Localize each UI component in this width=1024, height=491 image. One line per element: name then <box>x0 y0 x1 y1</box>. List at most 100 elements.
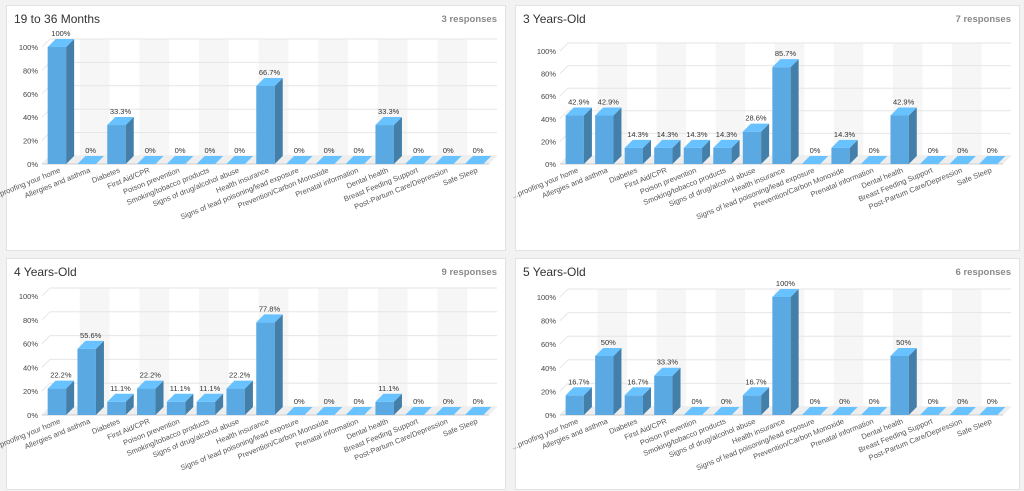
data-label: 100% <box>776 279 796 288</box>
bar <box>713 139 740 164</box>
bar <box>256 314 283 415</box>
column-band <box>833 289 864 407</box>
data-label: 42.9% <box>893 98 915 107</box>
panel-title: 4 Years-Old <box>14 265 77 279</box>
y-tick-label: 0% <box>545 160 556 169</box>
bar <box>860 156 888 165</box>
bar <box>256 77 283 164</box>
bar-front <box>772 297 791 415</box>
chart-panel-3-years-old: 3 Years-Old 7 responses 0% 20% 40% 60% 80% 10… <box>510 5 1020 251</box>
bar <box>137 156 164 165</box>
data-label: 77.8% <box>259 304 281 313</box>
bar-top <box>256 77 283 86</box>
chart-panel-4-years-old: 4 Years-Old 9 responses 0% 20% 40% 60% 80% 10… <box>0 258 506 490</box>
bar <box>345 156 373 165</box>
bar <box>979 156 1006 165</box>
bar <box>890 107 917 164</box>
gridline <box>559 87 569 97</box>
bar-top <box>624 139 651 148</box>
response-count: 6 responses <box>955 267 1011 278</box>
gridline <box>41 38 51 48</box>
bar <box>375 393 402 415</box>
bar-side <box>790 289 799 415</box>
bar-front <box>742 395 762 415</box>
column-band <box>139 39 170 156</box>
bar-top <box>979 156 1006 164</box>
bar-top <box>713 139 740 148</box>
data-label: 0% <box>473 146 484 155</box>
data-label: 0% <box>869 397 880 406</box>
bar-side <box>672 367 681 415</box>
bar-top <box>107 393 134 402</box>
y-tick-label: 100% <box>537 47 557 56</box>
bar-top <box>47 380 75 389</box>
bar-side <box>393 393 402 415</box>
column-band <box>715 289 746 407</box>
bar <box>772 59 799 165</box>
bar-top <box>683 139 711 148</box>
bar-side <box>908 348 917 415</box>
column-band <box>318 39 348 156</box>
gridline <box>559 42 569 52</box>
data-label: 0% <box>234 146 245 155</box>
data-label: 14.3% <box>834 130 856 139</box>
data-label: 14.3% <box>627 130 649 139</box>
data-label: 85.7% <box>775 49 797 58</box>
data-label: 14.3% <box>686 130 708 139</box>
y-tick-label: 80% <box>541 317 556 326</box>
bar <box>166 156 194 165</box>
bar-front <box>624 395 643 415</box>
data-label: 33.3% <box>657 358 679 367</box>
bar-front <box>47 388 67 415</box>
data-label: 0% <box>85 146 96 155</box>
bar-side <box>95 340 104 415</box>
bar-top <box>920 156 947 164</box>
data-label: 42.9% <box>568 98 590 107</box>
bar-side <box>185 393 194 415</box>
y-tick-label: 100% <box>19 292 39 301</box>
panel-title: 19 to 36 Months <box>14 12 101 26</box>
panel-title: 5 Years-Old <box>523 265 586 279</box>
bar-side <box>761 123 770 164</box>
bar-top <box>890 107 917 116</box>
data-label: 0% <box>928 146 939 155</box>
y-tick-label: 20% <box>541 387 556 396</box>
bar-side <box>274 314 283 415</box>
gridline <box>559 359 569 369</box>
bar <box>624 387 651 415</box>
bar-top <box>375 117 402 126</box>
bar-top <box>137 156 164 164</box>
data-label: 28.6% <box>745 114 767 123</box>
bar <box>166 393 194 415</box>
data-label: 11.1% <box>378 384 399 393</box>
bar <box>226 156 253 165</box>
bar <box>831 407 858 416</box>
column-band <box>199 39 229 156</box>
bar-top <box>77 156 104 164</box>
bar-top <box>435 156 462 164</box>
bar <box>226 380 253 415</box>
bar-top <box>256 314 283 323</box>
data-label: 66.7% <box>259 68 281 77</box>
bar-top <box>196 156 224 164</box>
bar-side <box>613 348 622 415</box>
bar-top <box>47 39 75 47</box>
bar <box>860 407 888 416</box>
bar <box>375 117 402 164</box>
bar-top <box>624 387 651 396</box>
bar <box>713 407 740 416</box>
bar <box>405 407 432 416</box>
data-label: 42.9% <box>598 98 620 107</box>
bar-side <box>908 107 917 164</box>
data-label: 16.7% <box>627 377 649 386</box>
bar-side <box>613 107 622 164</box>
bar <box>565 107 592 164</box>
bar-front <box>375 401 394 415</box>
bar-top <box>683 407 711 415</box>
bar <box>405 156 432 165</box>
y-tick-label: 60% <box>23 340 38 349</box>
data-label: 11.1% <box>200 384 221 393</box>
gridline <box>41 382 51 392</box>
bar-top <box>166 156 194 164</box>
bar <box>77 340 104 415</box>
